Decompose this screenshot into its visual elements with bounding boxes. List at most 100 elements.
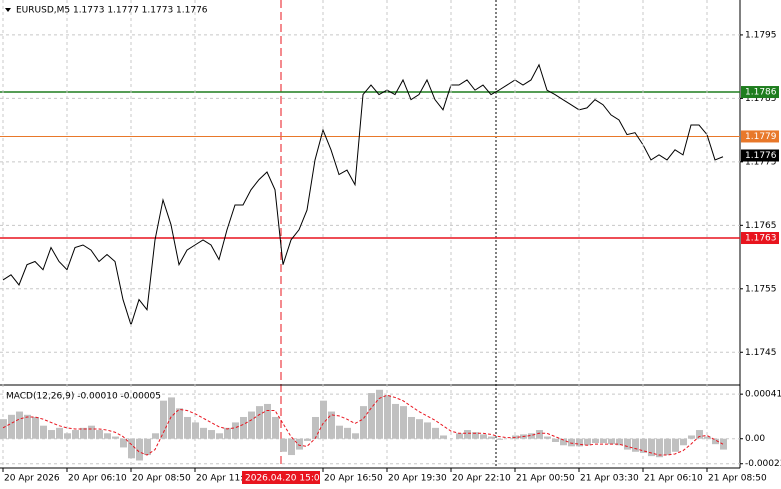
y-tick-label: -0.00023: [745, 459, 781, 469]
macd-bar: [712, 438, 719, 445]
level-label-box: [741, 86, 779, 99]
macd-bar: [32, 416, 39, 439]
x-tick-label: 21 Apr 03:30: [580, 474, 639, 484]
macd-bar: [584, 438, 591, 446]
macd-bar: [400, 406, 407, 439]
x-tick-label: 20 Apr 22:10: [452, 474, 511, 484]
macd-bar: [128, 438, 135, 459]
macd-bar: [432, 427, 439, 439]
macd-bar: [672, 438, 679, 452]
price-line: [2, 63, 724, 327]
menu-arrow[interactable]: [5, 8, 11, 12]
macd-bar: [288, 438, 295, 456]
macd-bar: [264, 403, 271, 439]
macd-bar: [368, 393, 375, 439]
current-price-box: [741, 149, 779, 162]
macd-bar: [704, 436, 711, 439]
macd-bar: [344, 427, 351, 439]
current-price-label: 1.1776: [745, 151, 777, 161]
y-tick-label: 1.1755: [745, 284, 777, 294]
macd-bar: [576, 438, 583, 447]
level-label: 1.1779: [745, 132, 777, 142]
macd-bar: [112, 436, 119, 439]
macd-bar: [248, 411, 255, 439]
macd-bar: [720, 438, 727, 450]
macd-bar: [376, 389, 383, 439]
macd-bar: [440, 435, 447, 439]
macd-bar: [168, 397, 175, 439]
macd-bar: [144, 438, 151, 456]
macd-bar: [600, 438, 607, 444]
macd-bar: [648, 438, 655, 457]
y-tick-label: 1.1795: [745, 30, 777, 40]
macd-bar: [424, 422, 431, 439]
macd-bar: [552, 438, 559, 442]
macd-bar: [200, 427, 207, 439]
y-tick-label: 1.1745: [745, 348, 777, 358]
y-tick-label: 0.00041: [745, 390, 781, 400]
x-tick-label: 20 Apr 06:10: [68, 474, 127, 484]
macd-bar: [256, 406, 263, 439]
x-tick-label: 21 Apr 08:50: [708, 474, 767, 484]
macd-bar: [56, 427, 63, 439]
cursor-label-box: [242, 471, 320, 484]
macd-bar: [568, 438, 575, 447]
level-label: 1.1763: [745, 234, 777, 244]
macd-bar: [392, 403, 399, 439]
macd-bar: [304, 438, 311, 441]
macd-bar: [216, 433, 223, 439]
macd-bar: [312, 416, 319, 439]
macd-bar: [352, 433, 359, 439]
macd-bar: [232, 422, 239, 439]
macd-bar: [240, 416, 247, 439]
y-tick-label: 1.1785: [745, 94, 777, 104]
x-tick-label: 20 Apr 08:50: [132, 474, 191, 484]
macd-bar: [224, 427, 231, 439]
y-tick-label: 1.1775: [745, 157, 777, 167]
macd-bar: [72, 430, 79, 439]
macd-bar: [464, 430, 471, 439]
macd-bar: [48, 430, 55, 439]
level-label: 1.1786: [745, 88, 777, 98]
x-tick-label: 21 Apr 06:10: [644, 474, 703, 484]
macd-bar: [656, 438, 663, 458]
macd-bar: [488, 436, 495, 439]
macd-bar: [592, 438, 599, 444]
macd-bar: [0, 419, 7, 439]
macd-bar: [96, 430, 103, 439]
macd-bar: [472, 432, 479, 439]
macd-bar: [8, 414, 15, 439]
macd-bar: [40, 425, 47, 439]
macd-bar: [456, 433, 463, 439]
macd-bar: [408, 416, 415, 439]
macd-bar: [184, 416, 191, 439]
macd-bar: [80, 427, 87, 439]
macd-bar: [152, 433, 159, 439]
macd-bar: [688, 435, 695, 439]
signal-line: [2, 394, 724, 456]
macd-bar: [384, 395, 391, 439]
macd-bar: [640, 438, 647, 453]
y-tick-label: 0.00: [745, 434, 765, 444]
macd-bar: [320, 400, 327, 439]
macd-bar: [176, 408, 183, 439]
macd-bar: [120, 438, 127, 448]
level-label-box: [741, 130, 779, 143]
macd-bar: [632, 438, 639, 452]
macd-bar: [528, 433, 535, 439]
macd-bar: [680, 438, 687, 446]
macd-bar: [496, 438, 503, 440]
macd-bar: [536, 430, 543, 439]
macd-bar: [88, 425, 95, 439]
macd-bar: [416, 419, 423, 439]
macd-bar: [272, 416, 279, 439]
macd-bar: [560, 438, 567, 446]
macd-bar: [24, 414, 31, 439]
macd-bar: [160, 400, 167, 439]
macd-bar: [480, 434, 487, 439]
macd-bar: [624, 438, 631, 450]
cursor-label: 2026.04.20 15:05: [245, 474, 325, 484]
chart-title: EURUSD,M5 1.1773 1.1777 1.1773 1.1776: [16, 6, 208, 16]
macd-bar: [336, 425, 343, 439]
